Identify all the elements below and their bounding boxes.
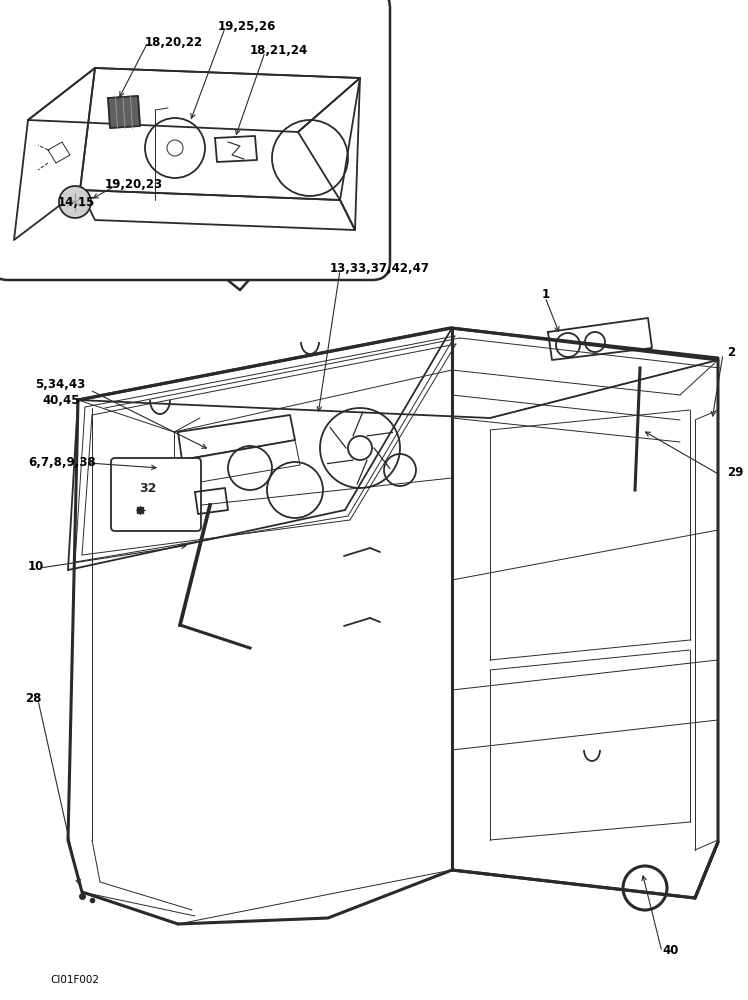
Text: 32: 32 (139, 482, 156, 494)
Text: 29: 29 (727, 466, 744, 480)
Text: 18,20,22: 18,20,22 (145, 35, 203, 48)
Text: 6,7,8,9,38: 6,7,8,9,38 (28, 456, 96, 470)
Text: 2: 2 (727, 346, 735, 359)
Text: 10: 10 (28, 560, 44, 572)
Text: 40,45: 40,45 (42, 394, 79, 408)
FancyBboxPatch shape (111, 458, 201, 531)
Text: 19,20,23: 19,20,23 (105, 178, 163, 192)
FancyBboxPatch shape (0, 0, 390, 280)
Text: 5,34,43: 5,34,43 (35, 378, 85, 391)
Text: 18,21,24: 18,21,24 (250, 43, 308, 56)
Polygon shape (205, 262, 265, 290)
Text: 13,33,37,42,47: 13,33,37,42,47 (330, 261, 430, 274)
Text: 19,25,26: 19,25,26 (218, 19, 276, 32)
Text: 1: 1 (542, 288, 550, 302)
Polygon shape (108, 96, 140, 128)
Text: 28: 28 (25, 692, 41, 704)
Circle shape (59, 186, 91, 218)
Text: CI01F002: CI01F002 (50, 975, 99, 985)
Text: 14,15: 14,15 (58, 196, 96, 210)
Text: 40: 40 (662, 944, 678, 956)
